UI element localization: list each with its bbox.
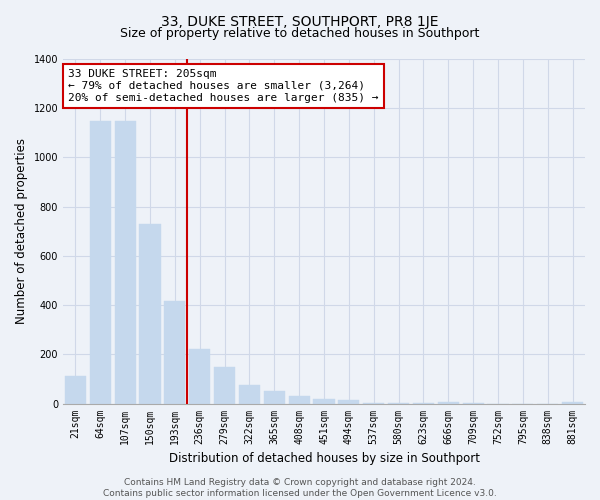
Bar [189,350,211,404]
Text: Contains HM Land Registry data © Crown copyright and database right 2024.
Contai: Contains HM Land Registry data © Crown c… [103,478,497,498]
Bar [264,391,285,404]
Bar [313,398,335,404]
Bar [115,120,136,404]
X-axis label: Distribution of detached houses by size in Southport: Distribution of detached houses by size … [169,452,479,465]
Bar [289,396,310,404]
Bar [338,400,359,404]
Bar [562,402,583,404]
Text: 33 DUKE STREET: 205sqm
← 79% of detached houses are smaller (3,264)
20% of semi-: 33 DUKE STREET: 205sqm ← 79% of detached… [68,70,379,102]
Y-axis label: Number of detached properties: Number of detached properties [15,138,28,324]
Bar [239,385,260,404]
Text: Size of property relative to detached houses in Southport: Size of property relative to detached ho… [121,28,479,40]
Bar [164,302,185,404]
Bar [214,367,235,404]
Bar [65,376,86,404]
Text: 33, DUKE STREET, SOUTHPORT, PR8 1JE: 33, DUKE STREET, SOUTHPORT, PR8 1JE [161,15,439,29]
Bar [438,402,459,404]
Bar [139,224,161,404]
Bar [90,120,111,404]
